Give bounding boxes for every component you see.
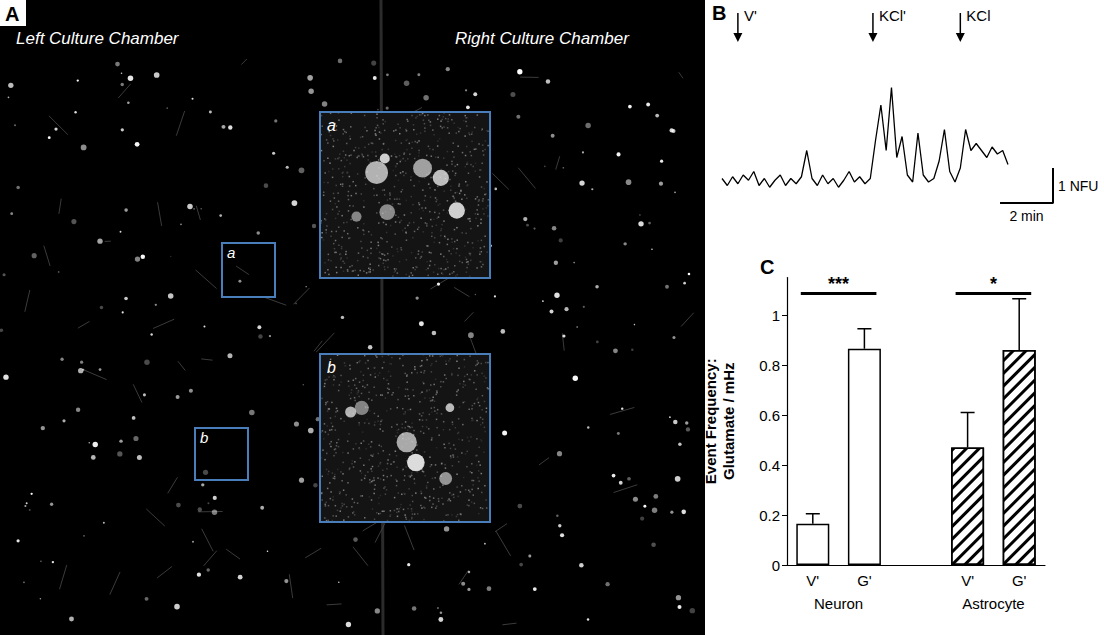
svg-text:b: b xyxy=(327,359,336,376)
svg-text:G': G' xyxy=(1012,572,1027,589)
svg-text:1: 1 xyxy=(772,307,780,324)
svg-text:*: * xyxy=(990,274,997,294)
svg-text:0.6: 0.6 xyxy=(759,407,780,424)
svg-text:2 min: 2 min xyxy=(1009,208,1043,224)
svg-text:KCl: KCl xyxy=(966,7,990,24)
svg-text:V': V' xyxy=(961,572,974,589)
svg-text:***: *** xyxy=(828,274,849,294)
svg-text:Neuron: Neuron xyxy=(814,595,863,612)
svg-text:0: 0 xyxy=(772,557,780,574)
svg-text:Right Culture Chamber: Right Culture Chamber xyxy=(455,29,630,48)
svg-text:G': G' xyxy=(857,572,872,589)
svg-text:B: B xyxy=(712,2,726,24)
svg-text:KCl': KCl' xyxy=(879,7,906,24)
svg-text:a: a xyxy=(227,244,235,261)
svg-text:Event Frequency:: Event Frequency: xyxy=(702,358,719,484)
svg-text:0.2: 0.2 xyxy=(759,507,780,524)
svg-text:Astrocyte: Astrocyte xyxy=(962,595,1025,612)
svg-text:0.8: 0.8 xyxy=(759,357,780,374)
svg-text:V': V' xyxy=(744,7,757,24)
svg-text:C: C xyxy=(760,256,774,278)
svg-text:Left Culture Chamber: Left Culture Chamber xyxy=(16,29,180,48)
svg-text:b: b xyxy=(200,429,208,446)
svg-text:A: A xyxy=(5,3,19,25)
svg-text:a: a xyxy=(327,117,336,134)
svg-text:0.4: 0.4 xyxy=(759,457,780,474)
svg-text:1 NFU: 1 NFU xyxy=(1058,178,1098,194)
svg-text:Glutamate / mHz: Glutamate / mHz xyxy=(720,362,737,480)
svg-text:V': V' xyxy=(806,572,819,589)
